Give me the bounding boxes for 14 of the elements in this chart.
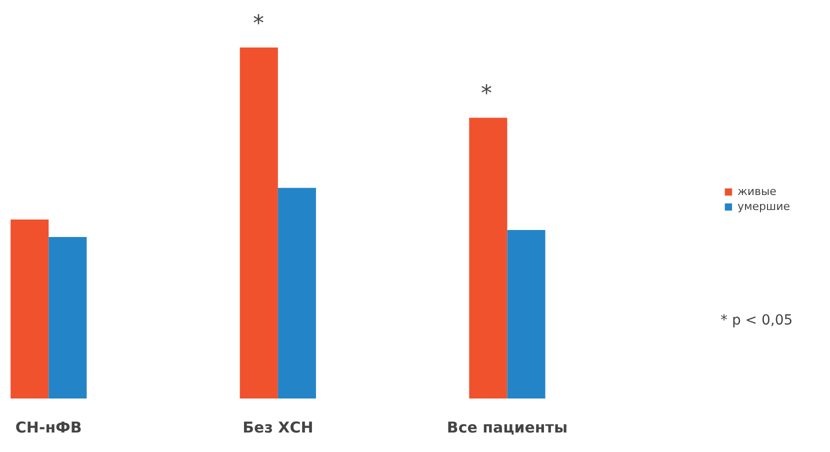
text: * <box>253 12 264 36</box>
bar <box>507 230 546 398</box>
legend-label: живые <box>737 185 776 198</box>
bar <box>240 48 278 398</box>
text: * p < 0,05 <box>720 312 793 328</box>
x-tick-label: Без ХСН <box>242 418 314 436</box>
bar <box>48 237 87 398</box>
bar <box>10 220 49 398</box>
bar <box>469 118 508 398</box>
annotation: * <box>481 82 492 106</box>
x-tick-label: СН-нФВ <box>15 418 82 436</box>
x-tick-label: Все пациенты <box>446 418 568 436</box>
legend-label: умершие <box>737 200 790 213</box>
bar <box>278 188 316 398</box>
